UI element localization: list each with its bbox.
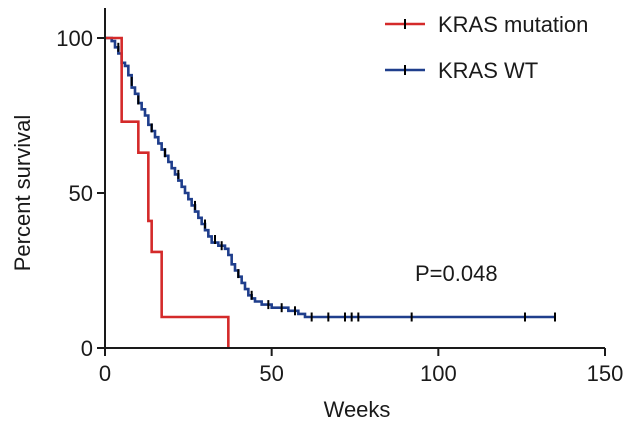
x-ticks: 0 50 100 150 [99,348,623,386]
legend-label: KRAS mutation [438,12,588,37]
legend-label: KRAS WT [438,58,538,83]
x-axis-title: Weeks [324,397,391,422]
series-line-kras-mutation [105,36,230,348]
series-line-kras-wt [105,36,555,319]
y-ticks: 0 50 100 [56,26,105,361]
legend-item-kras-wt: KRAS WT [385,58,538,83]
y-axis: 0 50 100 Percent survival [10,8,106,361]
p-value-annotation: P=0.048 [415,261,498,286]
x-tick-label: 50 [259,361,283,386]
legend-item-kras-mutation: KRAS mutation [385,12,588,37]
y-tick-label: 0 [81,336,93,361]
series-kras-mutation [105,36,230,348]
legend: KRAS mutation KRAS WT [385,12,588,83]
x-axis: 0 50 100 150 Weeks [99,347,623,422]
x-tick-label: 150 [587,361,624,386]
series-kras-wt [105,36,556,322]
plot-area [105,36,556,348]
y-tick-label: 50 [69,181,93,206]
y-tick-label: 100 [56,26,93,51]
x-tick-label: 100 [420,361,457,386]
x-tick-label: 0 [99,361,111,386]
y-axis-title: Percent survival [10,115,35,272]
series-layer [105,36,556,348]
